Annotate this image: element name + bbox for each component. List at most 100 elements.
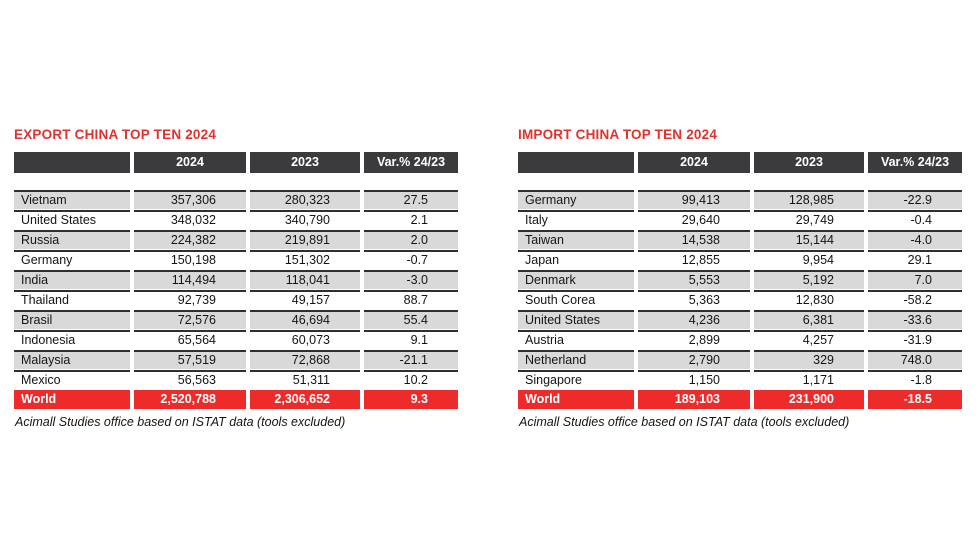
value-cell: 2,899 xyxy=(638,330,750,349)
value-cell: 5,553 xyxy=(638,270,750,289)
column-header: Var.% 24/23 xyxy=(364,152,458,173)
column-header: Var.% 24/23 xyxy=(868,152,962,173)
value-cell: 72,576 xyxy=(134,310,246,329)
import-source-note: Acimall Studies office based on ISTAT da… xyxy=(519,415,850,429)
import-table-body: Germany 99,413 128,985 -22.9 Italy 29,640 29,7… xyxy=(518,190,962,409)
value-cell: 65,564 xyxy=(134,330,246,349)
country-cell: South Corea xyxy=(518,290,634,309)
total-label-cell: World xyxy=(518,390,634,409)
total-value-cell: 189,103 xyxy=(638,390,750,409)
value-cell: 15,144 xyxy=(754,230,864,249)
value-cell: 12,830 xyxy=(754,290,864,309)
value-cell: 29.1 xyxy=(868,250,962,269)
export-table-title: EXPORT CHINA TOP TEN 2024 xyxy=(14,127,217,142)
value-cell: 128,985 xyxy=(754,190,864,209)
value-cell: 57,519 xyxy=(134,350,246,369)
import-table-header: 2024 2023 Var.% 24/23 xyxy=(518,152,962,173)
total-value-cell: 9.3 xyxy=(364,390,458,409)
value-cell: 348,032 xyxy=(134,210,246,229)
header-body-gap xyxy=(14,173,458,190)
value-cell: -58.2 xyxy=(868,290,962,309)
import-table-title: IMPORT CHINA TOP TEN 2024 xyxy=(518,127,718,142)
value-cell: 51,311 xyxy=(250,370,360,389)
value-cell: 29,749 xyxy=(754,210,864,229)
total-value-cell: -18.5 xyxy=(868,390,962,409)
value-cell: 7.0 xyxy=(868,270,962,289)
value-cell: 5,192 xyxy=(754,270,864,289)
country-cell: Vietnam xyxy=(14,190,130,209)
country-cell: Thailand xyxy=(14,290,130,309)
value-cell: 340,790 xyxy=(250,210,360,229)
value-cell: 92,739 xyxy=(134,290,246,309)
value-cell: 49,157 xyxy=(250,290,360,309)
total-value-cell: 2,306,652 xyxy=(250,390,360,409)
country-cell: Russia xyxy=(14,230,130,249)
export-table-header: 2024 2023 Var.% 24/23 xyxy=(14,152,458,173)
value-cell: 1,171 xyxy=(754,370,864,389)
value-cell: -3.0 xyxy=(364,270,458,289)
country-cell: Indonesia xyxy=(14,330,130,349)
value-cell: 9.1 xyxy=(364,330,458,349)
country-cell: Netherland xyxy=(518,350,634,369)
country-cell: Singapore xyxy=(518,370,634,389)
value-cell: 224,382 xyxy=(134,230,246,249)
value-cell: 150,198 xyxy=(134,250,246,269)
value-cell: 27.5 xyxy=(364,190,458,209)
value-cell: -22.9 xyxy=(868,190,962,209)
value-cell: 219,891 xyxy=(250,230,360,249)
value-cell: 14,538 xyxy=(638,230,750,249)
value-cell: 29,640 xyxy=(638,210,750,229)
value-cell: 72,868 xyxy=(250,350,360,369)
country-cell: Italy xyxy=(518,210,634,229)
value-cell: 5,363 xyxy=(638,290,750,309)
country-cell: Germany xyxy=(14,250,130,269)
import-table-section: IMPORT CHINA TOP TEN 2024 2024 2023 Var.% … xyxy=(518,127,962,430)
value-cell: 12,855 xyxy=(638,250,750,269)
country-cell: Germany xyxy=(518,190,634,209)
value-cell: 6,381 xyxy=(754,310,864,329)
country-cell: Denmark xyxy=(518,270,634,289)
value-cell: -21.1 xyxy=(364,350,458,369)
country-cell: Malaysia xyxy=(14,350,130,369)
export-table-body: Vietnam 357,306 280,323 27.5 United States 34… xyxy=(14,190,458,409)
value-cell: 2,790 xyxy=(638,350,750,369)
value-cell: 60,073 xyxy=(250,330,360,349)
value-cell: 88.7 xyxy=(364,290,458,309)
country-cell: Japan xyxy=(518,250,634,269)
value-cell: 56,563 xyxy=(134,370,246,389)
export-table-section: EXPORT CHINA TOP TEN 2024 2024 2023 Var.% … xyxy=(14,127,458,430)
column-header xyxy=(14,152,130,173)
value-cell: 99,413 xyxy=(638,190,750,209)
value-cell: -0.7 xyxy=(364,250,458,269)
total-label-cell: World xyxy=(14,390,130,409)
header-body-gap xyxy=(518,173,962,190)
value-cell: -33.6 xyxy=(868,310,962,329)
column-header: 2024 xyxy=(638,152,750,173)
column-header xyxy=(518,152,634,173)
country-cell: Taiwan xyxy=(518,230,634,249)
value-cell: 4,257 xyxy=(754,330,864,349)
value-cell: 55.4 xyxy=(364,310,458,329)
value-cell: 357,306 xyxy=(134,190,246,209)
value-cell: 10.2 xyxy=(364,370,458,389)
value-cell: 118,041 xyxy=(250,270,360,289)
value-cell: 1,150 xyxy=(638,370,750,389)
column-header: 2023 xyxy=(754,152,864,173)
total-value-cell: 231,900 xyxy=(754,390,864,409)
export-source-note: Acimall Studies office based on ISTAT da… xyxy=(15,415,346,429)
value-cell: -4.0 xyxy=(868,230,962,249)
value-cell: 9,954 xyxy=(754,250,864,269)
value-cell: -31.9 xyxy=(868,330,962,349)
value-cell: 2.0 xyxy=(364,230,458,249)
country-cell: Brasil xyxy=(14,310,130,329)
country-cell: Mexico xyxy=(14,370,130,389)
value-cell: -1.8 xyxy=(868,370,962,389)
total-value-cell: 2,520,788 xyxy=(134,390,246,409)
value-cell: -0.4 xyxy=(868,210,962,229)
column-header: 2023 xyxy=(250,152,360,173)
value-cell: 2.1 xyxy=(364,210,458,229)
value-cell: 151,302 xyxy=(250,250,360,269)
country-cell: United States xyxy=(14,210,130,229)
value-cell: 748.0 xyxy=(868,350,962,369)
